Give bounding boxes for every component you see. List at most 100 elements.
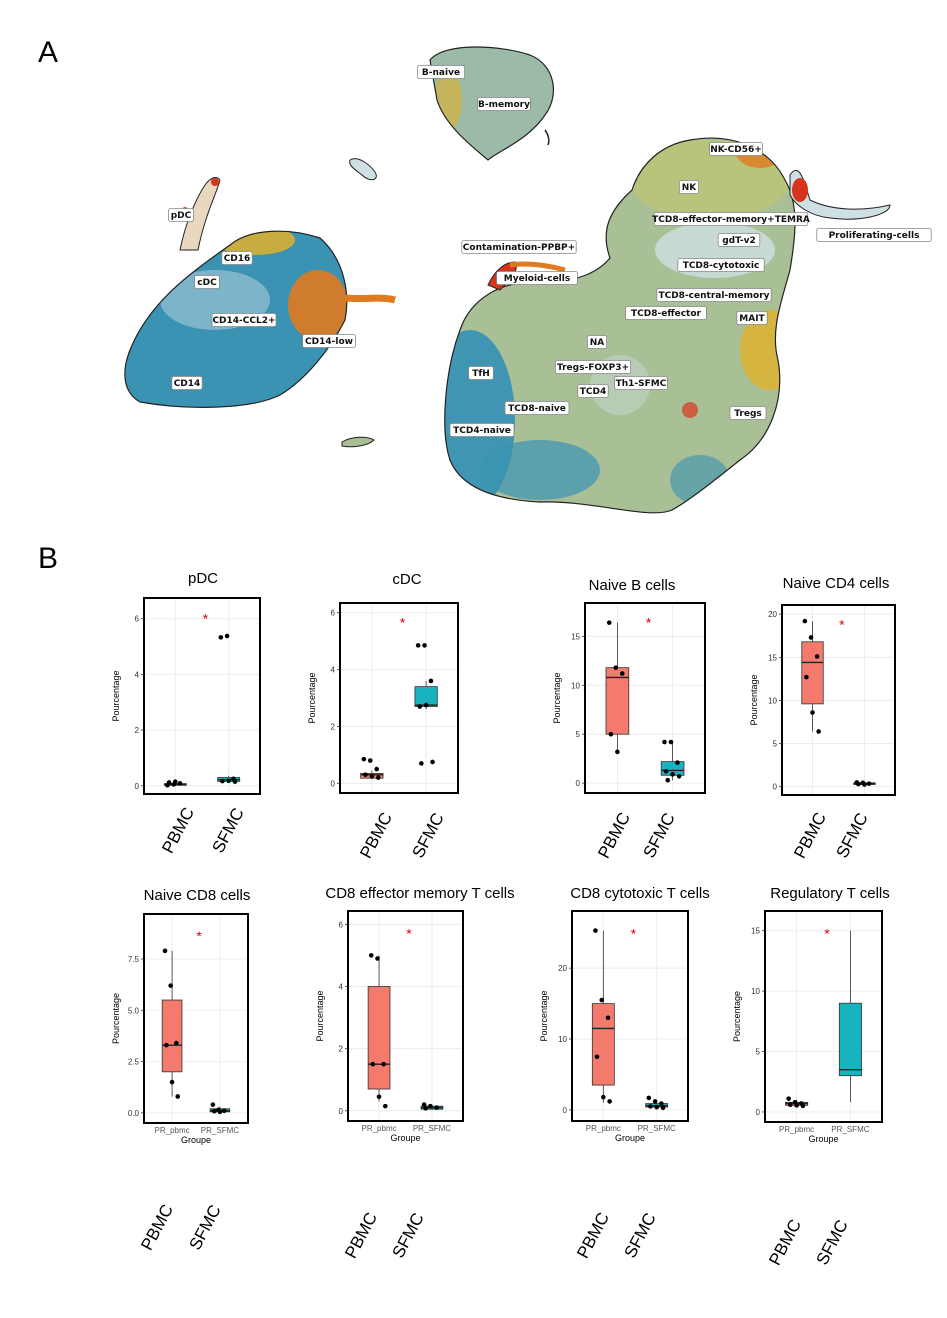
umap-label-tregs: Tregs [729, 406, 767, 420]
group-label-sfmc: SFMC [832, 810, 871, 861]
data-point [608, 731, 614, 737]
plot-frame [347, 910, 464, 1122]
box-sfmc [853, 780, 876, 787]
umap-label-proliferating-cells: Proliferating-cells [816, 228, 932, 242]
y-tick-label: 0 [773, 783, 778, 792]
data-point [787, 1102, 793, 1108]
y-tick-label: 10 [571, 681, 580, 690]
umap-label-pdc: pDC [168, 208, 194, 222]
data-point [607, 1099, 612, 1104]
umap-label-text: Proliferating-cells [829, 231, 920, 241]
data-point [220, 778, 225, 784]
data-point [232, 779, 238, 784]
umap-label-tcd4-naive: TCD4-naive [449, 423, 515, 437]
umap-label-text: Myeloid-cells [504, 274, 570, 284]
umap-label-th1-sfmc: Th1-SFMC [614, 376, 668, 390]
chart-pdc: pDC 0 2 4 6 Pourcentage * PBMC SFMC [111, 570, 261, 857]
umap-label-tcd8-naive: TCD8-naive [504, 401, 570, 415]
data-point [668, 739, 674, 745]
umap-label-text: TCD8-naive [508, 404, 566, 414]
group-label-sfmc: SFMC [185, 1202, 224, 1253]
group-label-pbmc: PBMC [158, 804, 198, 856]
umap-label-text: TfH [472, 369, 490, 379]
data-point [162, 948, 168, 954]
y-tick-label: 5 [756, 1048, 761, 1057]
y-tick-label: 15 [751, 927, 760, 936]
data-point [866, 781, 872, 786]
data-point [369, 773, 375, 779]
box-sfmc [645, 1095, 669, 1111]
chart-naive-cd4-cells: Naive CD4 cells 0 5 10 15 20 Pourcentage * PBMC S… [749, 575, 896, 862]
data-point [599, 997, 605, 1003]
y-axis-label: Pourcentage [315, 990, 325, 1041]
y-tick-label: 0 [339, 1107, 344, 1116]
y-axis-label: Pourcentage [749, 674, 759, 725]
group-label-pbmc: PBMC [356, 809, 396, 861]
data-point [670, 772, 675, 777]
y-tick-label: 20 [558, 964, 567, 973]
y-tick-label: 4 [339, 982, 344, 991]
umap-label-nk-cd56: NK-CD56+ [709, 142, 763, 156]
y-tick-label: 5 [576, 730, 581, 739]
plot-frame [143, 597, 261, 795]
data-point [652, 1099, 658, 1104]
group-label-sfmc: SFMC [812, 1217, 851, 1268]
y-tick-label: 7.5 [128, 955, 140, 964]
panel-b-letter: B [38, 542, 58, 575]
umap-label-tfh: TfH [468, 366, 494, 380]
box-pbmc [367, 953, 391, 1109]
y-tick-label: 10 [558, 1035, 567, 1044]
data-point [862, 782, 867, 787]
data-point [663, 769, 669, 774]
box-sfmc [217, 633, 241, 784]
y-tick-label: 2 [339, 1045, 344, 1054]
umap-label-text: CD14-CCL2+ [212, 316, 275, 326]
data-point [808, 635, 814, 640]
significance-star: * [631, 925, 637, 941]
group-label-sfmc: SFMC [620, 1210, 659, 1261]
data-point [428, 1103, 433, 1109]
box-sfmc [838, 930, 862, 1103]
group-label-sfmc: SFMC [408, 810, 447, 861]
plot-frame [571, 910, 689, 1122]
umap-label-text: TCD8-cytotoxic [683, 261, 760, 271]
data-point [367, 758, 373, 763]
x-category-label: PR_SFMC [413, 1124, 451, 1133]
umap-label-text: MAIT [739, 314, 765, 324]
data-point [676, 773, 682, 779]
x-axis-label: Groupe [181, 1135, 211, 1145]
group-label-sfmc: SFMC [639, 810, 678, 861]
x-axis-label: Groupe [390, 1133, 420, 1143]
group-label-pbmc: PBMC [573, 1209, 613, 1261]
y-tick-label: 10 [768, 696, 777, 705]
box-iqr [161, 999, 183, 1073]
data-point [601, 1094, 606, 1100]
significance-star: * [839, 617, 845, 633]
data-point [786, 1096, 791, 1101]
data-point [382, 1103, 388, 1109]
group-label-sfmc: SFMC [388, 1210, 427, 1261]
y-axis-label: Pourcentage [732, 991, 742, 1042]
data-point [430, 759, 435, 765]
data-point [675, 760, 680, 765]
umap-label-na: NA [587, 335, 608, 349]
umap-label-text: CD16 [224, 254, 251, 264]
box-pbmc [591, 928, 615, 1104]
data-point [816, 729, 821, 734]
data-point [169, 1079, 175, 1085]
umap-label-text: NA [590, 338, 605, 348]
data-point [173, 779, 178, 784]
significance-star: * [824, 925, 830, 941]
data-point [810, 710, 815, 715]
y-tick-label: 4 [135, 670, 140, 679]
data-point [368, 953, 374, 958]
data-point [594, 1054, 600, 1060]
chart-title: pDC [188, 570, 218, 587]
box-iqr [801, 641, 824, 705]
umap-label-mait: MAIT [736, 311, 768, 325]
data-point [376, 1094, 382, 1100]
data-point [218, 635, 224, 640]
chart-cdc: cDC 0 2 4 6 Pourcentage * PBMC SFMC [307, 571, 459, 862]
y-tick-label: 0 [756, 1108, 761, 1117]
